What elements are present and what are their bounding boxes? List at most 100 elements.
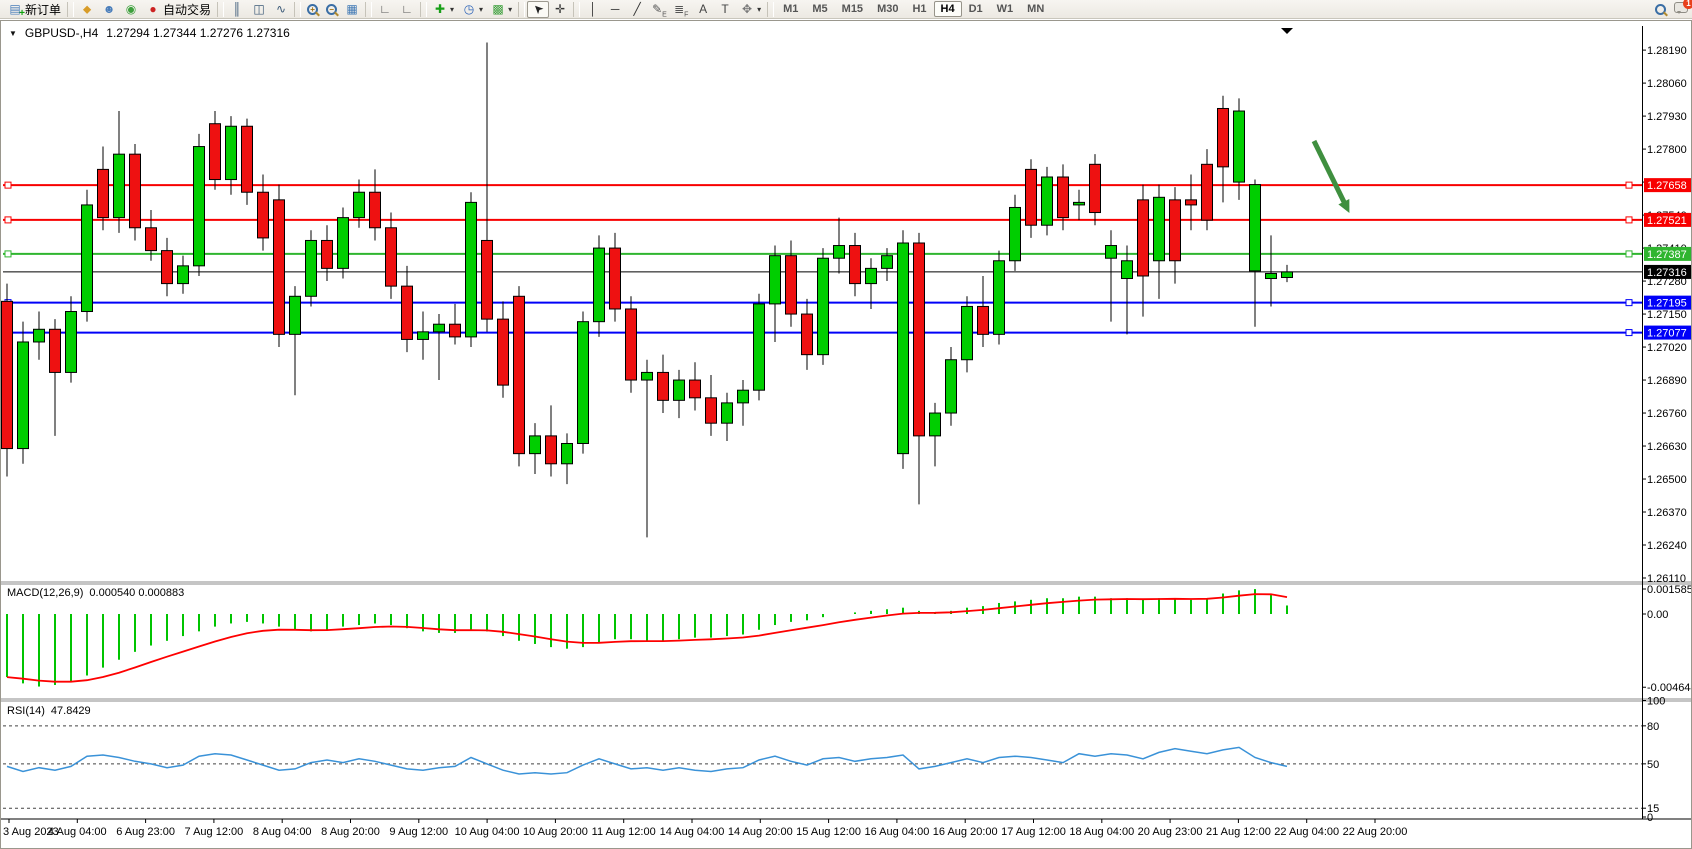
- autotrade-button[interactable]: ● 自动交易: [142, 1, 215, 18]
- price-level-badge: [1644, 212, 1691, 227]
- timeframe-m1-button[interactable]: M1: [783, 3, 799, 15]
- candle-body: [865, 267, 877, 285]
- text-label-button[interactable]: T: [714, 1, 736, 18]
- line-handle[interactable]: [1625, 329, 1633, 337]
- time-tick-label: 18 Aug 04:00: [1069, 826, 1134, 838]
- line-handle[interactable]: [4, 181, 12, 189]
- timeframe-h1-button[interactable]: H1: [912, 3, 927, 15]
- price-tick-label: 1.26370: [1647, 507, 1687, 519]
- price-tick-label: 1.26500: [1647, 474, 1687, 486]
- candle-body: [1041, 176, 1053, 226]
- candle-body: [305, 239, 317, 297]
- rsi-name: RSI(14): [7, 705, 45, 717]
- text-label-icon: T: [721, 2, 729, 16]
- line-chart-button[interactable]: ∿: [270, 1, 292, 18]
- candle-body: [337, 217, 349, 269]
- signals-button[interactable]: ◉: [120, 1, 142, 18]
- candle-body: [1233, 110, 1245, 183]
- crosshair-button[interactable]: ✛: [549, 1, 571, 18]
- annotation-arrow-shaft[interactable]: [1311, 139, 1348, 206]
- templates-button[interactable]: ▩ ▾: [487, 1, 516, 18]
- candle-body: [97, 168, 109, 219]
- new-order-label: 新订单: [25, 2, 62, 17]
- arrange-charts-button[interactable]: ∟: [374, 1, 396, 18]
- price-tick-label: 1.26890: [1647, 375, 1687, 387]
- time-tick-label: 14 Aug 04:00: [660, 826, 725, 838]
- time-tick-label: 16 Aug 04:00: [864, 826, 929, 838]
- price-level-badge: [1644, 325, 1691, 340]
- timeframe-m30-button[interactable]: M30: [877, 3, 899, 15]
- search-button[interactable]: [1651, 1, 1670, 18]
- equidistant-channel-button[interactable]: ✎E: [648, 1, 670, 18]
- line-handle[interactable]: [4, 216, 12, 224]
- clock-icon: ◷: [463, 2, 475, 16]
- annotation-arrow-head[interactable]: [1338, 198, 1350, 213]
- candle-body: [353, 191, 365, 219]
- zoom-in-button[interactable]: +: [303, 1, 322, 18]
- vertical-line-button[interactable]: │: [582, 1, 604, 18]
- time-tick-label: 22 Aug 20:00: [1343, 826, 1408, 838]
- candle-body: [1025, 168, 1037, 226]
- bar-chart-button[interactable]: ║: [226, 1, 248, 18]
- candle-body: [289, 295, 301, 335]
- arrows-button[interactable]: ✥ ▾: [736, 1, 765, 18]
- candle-body: [689, 379, 701, 399]
- macd-name: MACD(12,26,9): [7, 587, 84, 599]
- candle-body: [849, 245, 861, 285]
- time-tick-label: 16 Aug 20:00: [933, 826, 998, 838]
- chart-canvas[interactable]: 1.281901.280601.279301.278001.276701.275…: [1, 21, 1691, 848]
- chart-shift-marker-icon[interactable]: [1281, 28, 1293, 34]
- zoom-out-button[interactable]: −: [322, 1, 341, 18]
- price-tick-label: 1.26240: [1647, 540, 1687, 552]
- collapse-triangle-icon[interactable]: ▼: [9, 28, 17, 38]
- candle-body: [1137, 199, 1149, 277]
- indicators-button[interactable]: ✚ ▾: [429, 1, 458, 18]
- periods-button[interactable]: ◷ ▾: [458, 1, 487, 18]
- tile-windows-button[interactable]: ▦: [341, 1, 363, 18]
- timeframe-w1-button[interactable]: W1: [996, 3, 1014, 15]
- text-button[interactable]: A: [692, 1, 714, 18]
- autotrade-icon: ●: [149, 2, 157, 16]
- line-chart-icon: ∿: [276, 2, 287, 16]
- cursor-button[interactable]: ➤: [527, 0, 550, 18]
- profile-button[interactable]: ☻: [98, 1, 120, 18]
- timeframe-m5-button[interactable]: M5: [812, 3, 828, 15]
- horizontal-line-button[interactable]: ─: [604, 1, 626, 18]
- trendline-button[interactable]: ╱: [626, 1, 648, 18]
- new-order-button[interactable]: ▤ + 新订单: [4, 1, 65, 19]
- candle-chart-button[interactable]: ◫: [248, 1, 270, 18]
- line-handle[interactable]: [1625, 250, 1633, 258]
- candle-body: [481, 239, 493, 320]
- zoom-out-icon: −: [326, 3, 338, 15]
- chat-button[interactable]: 1: [1670, 0, 1692, 18]
- styles-bucket-button[interactable]: ⬥: [76, 1, 98, 18]
- timeframe-h4-button[interactable]: H4: [933, 1, 962, 17]
- timeframe-mn-button[interactable]: MN: [1027, 3, 1045, 15]
- toolbar-separator: [294, 1, 302, 17]
- timeframe-d1-button[interactable]: D1: [968, 3, 983, 15]
- dropdown-caret-icon: ▾: [479, 4, 484, 14]
- line-handle[interactable]: [4, 250, 12, 258]
- timeframe-m15-button[interactable]: M15: [841, 3, 864, 15]
- candle-body: [641, 371, 653, 381]
- candle-body: [465, 201, 477, 338]
- line-handle[interactable]: [1625, 216, 1633, 224]
- bar-chart-icon: ║: [232, 2, 242, 16]
- fibonacci-button[interactable]: ≣F: [670, 1, 692, 18]
- candle-body: [113, 153, 125, 219]
- plus-overlay-icon: +: [19, 8, 25, 19]
- line-handle[interactable]: [1625, 299, 1633, 307]
- shift-chart-button[interactable]: ∟: [396, 1, 418, 18]
- icon-subscript: F: [684, 11, 689, 19]
- price-level-badge-label: 1.27195: [1647, 298, 1687, 310]
- rsi-tick-label: 50: [1647, 759, 1659, 771]
- candle-chart-icon: ◫: [253, 2, 265, 16]
- price-tick-label: 1.28060: [1647, 78, 1687, 90]
- candle-body: [273, 199, 285, 335]
- candle-body: [177, 265, 189, 285]
- price-tick-label: 1.27800: [1647, 144, 1687, 156]
- line-handle[interactable]: [1625, 181, 1633, 189]
- candle-body: [449, 323, 461, 338]
- candle-body: [33, 328, 45, 343]
- search-icon: [1655, 3, 1666, 15]
